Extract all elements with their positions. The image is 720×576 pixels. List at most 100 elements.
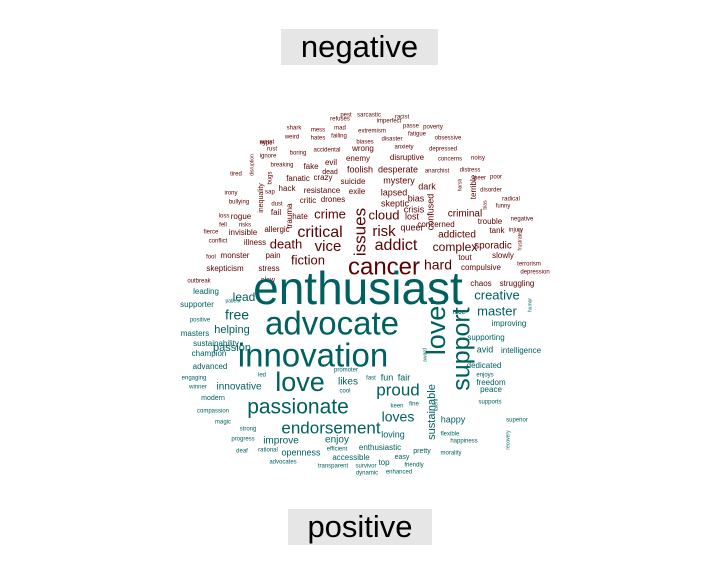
word-critical: critical (297, 224, 342, 241)
word-breaking: breaking (270, 163, 293, 169)
word-fatigue: fatigue (408, 132, 427, 138)
word-advocates: advocates (269, 460, 296, 466)
word-openness: openness (281, 447, 321, 457)
word-enhanced: enhanced (386, 470, 412, 476)
word-risk: risk (372, 223, 396, 240)
word-freedom: freedom (476, 378, 506, 387)
word-dust: dust (271, 202, 283, 208)
word-risks: risks (239, 223, 251, 229)
word-creative: creative (474, 287, 520, 302)
word-imperfect: imperfect (377, 119, 402, 125)
word-improve: improve (263, 436, 299, 447)
word-promoter: promoter (334, 368, 358, 374)
word-helping: helping (214, 324, 249, 336)
word-poor: poor (490, 175, 502, 181)
word-endorsement: endorsement (281, 418, 381, 437)
word-crazy: crazy (313, 173, 332, 182)
word-fool: fool (206, 255, 216, 261)
word-efficient: efficient (327, 447, 348, 453)
word-sustainability: sustainability (193, 339, 239, 348)
word-chaos: chaos (470, 279, 491, 288)
word-passion: passion (213, 342, 251, 354)
word-confused: confused (425, 194, 435, 231)
word-sustainable: sustainable (426, 384, 438, 440)
word-illness: illness (244, 238, 266, 247)
word-trauma: trauma (285, 203, 294, 228)
word-enjoy: enjoy (325, 435, 349, 446)
word-led: led (258, 373, 266, 379)
word-fine: fine (409, 402, 419, 408)
word-dedicated: dedicated (467, 361, 502, 370)
word-cloud: cloud (368, 207, 399, 222)
word-lost: lost (405, 211, 420, 221)
word-wrong: wrong (351, 144, 374, 153)
word-supporter: supporter (180, 300, 214, 309)
word-inequality: inequality (258, 183, 265, 213)
word-talent: talent (433, 398, 439, 411)
word-disruption: disruption (249, 154, 255, 176)
word-fierce: fierce (204, 230, 219, 236)
word-rational: rational (258, 448, 278, 454)
word-outbreak: outbreak (187, 279, 211, 285)
word-intelligence: intelligence (501, 346, 542, 355)
word-lead: lead (233, 290, 256, 304)
word-hype: hype (259, 141, 273, 147)
word-advocate: advocate (265, 305, 399, 342)
word-rust: rust (267, 147, 277, 153)
word-poverty: poverty (423, 125, 443, 131)
word-extremism: extremism (358, 129, 386, 135)
word-supports: supports (478, 400, 501, 406)
word-exile: exile (349, 187, 366, 196)
word-addict: addict (375, 237, 418, 254)
word-dynamic: dynamic (356, 471, 378, 477)
word-innovation: innovation (238, 337, 388, 374)
word-sap: sap (265, 190, 275, 196)
word-humor: humor (527, 298, 533, 313)
word-lapsed: lapsed (381, 187, 408, 197)
word-loves: loves (382, 409, 415, 425)
word-negative: negative (511, 217, 534, 223)
word-desperate: desperate (378, 164, 418, 174)
word-passe: passe (403, 124, 420, 130)
word-top: top (378, 458, 390, 467)
word-shark: shark (287, 126, 303, 132)
word-bias-2: bias (482, 200, 488, 210)
word-cool: cool (339, 389, 350, 395)
word-innovative: innovative (216, 382, 261, 393)
word-morality: morality (440, 451, 461, 457)
word-happy: happy (441, 414, 466, 424)
word-concerned: concerned (417, 220, 454, 229)
word-engaging: engaging (182, 376, 207, 382)
word-terrorism: terrorism (517, 262, 541, 268)
word-drones: drones (321, 195, 345, 204)
word-conflict: conflict (209, 239, 228, 245)
word-supporting: supporting (467, 333, 504, 342)
word-support: support (448, 307, 476, 390)
word-crisis: crisis (404, 204, 425, 214)
word-complex: complex (433, 240, 478, 254)
word-transparent: transparent (318, 464, 349, 470)
word-struggling: struggling (500, 279, 535, 288)
word-issues: issues (350, 208, 369, 256)
word-death: death (270, 236, 303, 251)
word-friendly: friendly (404, 463, 423, 469)
word-sarcastic: sarcastic (357, 113, 381, 119)
word-likes: likes (338, 377, 358, 388)
word-addicted: addicted (438, 230, 476, 241)
word-enjoys: enjoys (476, 373, 493, 379)
word-fell: fell (219, 223, 227, 229)
word-peace: peace (480, 385, 502, 394)
word-free: free (225, 307, 249, 323)
word-progress: progress (231, 437, 254, 443)
word-irony: irony (224, 191, 237, 197)
word-hack: hack (279, 184, 297, 193)
word-passionate: passionate (247, 396, 349, 419)
word-master: master (477, 303, 517, 318)
word-improving: improving (492, 319, 527, 328)
word-pest: pest (340, 113, 352, 119)
word-champion: champion (192, 349, 227, 358)
word-dark: dark (418, 181, 436, 191)
word-fair: fair (398, 372, 411, 382)
word-modern: modern (201, 395, 225, 402)
